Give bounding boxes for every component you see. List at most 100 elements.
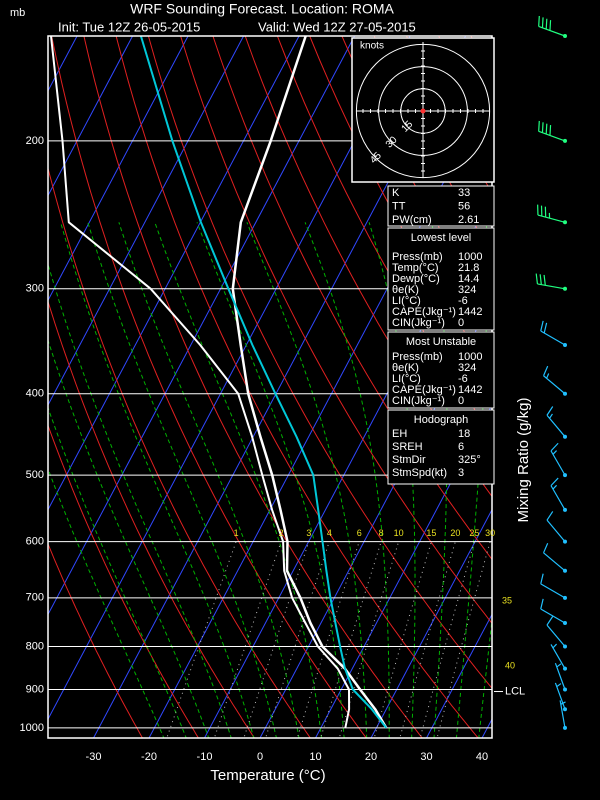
barb-shape [550,442,566,476]
mixing-ratio-line [399,541,456,738]
dry-adiabat [584,11,600,746]
hodo-ring [400,88,446,134]
index-value: 33 [458,187,470,199]
mixing-ratio-label: 30 [485,528,495,538]
mixing-ratio-label: 4 [327,528,332,538]
chart-title: WRF Sounding Forecast. Location: ROMA [130,1,394,17]
wind-barb [550,643,567,671]
x-tick-label: 40 [476,751,488,763]
barb-shape [542,542,566,572]
isotherm [48,36,134,197]
moist-adiabat [455,222,488,738]
index-label: Temp(°C) [392,262,439,274]
mixing-ratio-label: 25 [469,528,479,538]
hodo-center [420,108,426,114]
barb-shape [546,616,566,647]
barb-station [563,621,567,626]
barb-shape [542,365,566,395]
moist-adiabat-label: 40 [505,660,515,670]
mixing-ratio-label: 1 [234,528,239,538]
barb-station [563,539,567,544]
dry-adiabat [212,36,492,561]
barb-station [563,687,567,692]
index-header: Lowest level [411,232,472,244]
barb-station [563,434,567,439]
index-box [387,331,495,409]
index-label: PW(cm) [392,214,432,226]
isotherm [48,36,245,407]
barb-shape [537,204,566,223]
barb-station [563,286,567,291]
wind-barb [537,204,567,225]
index-label: LI(°C) [392,295,421,307]
index-label: LI(°C) [392,373,421,385]
mixing-ratio-label: 15 [426,528,436,538]
index-box [387,227,495,331]
y-tick-label: 300 [26,283,44,295]
mixing-ratio-label: 10 [394,528,404,538]
index-value: 324 [458,284,476,296]
barb-shape [540,598,566,624]
y-tick-label: 800 [26,640,44,652]
wind-barb [538,15,567,38]
plot-area [0,11,600,746]
barb-shape [546,406,566,438]
index-value: 0 [458,317,464,329]
hodo-title: knots [360,41,384,52]
index-label: θe(K) [392,284,419,296]
wind-barb [554,682,567,712]
y-tick-label: 1000 [20,722,44,734]
moist-adiabat-label: 35 [502,595,512,605]
dry-adiabat [48,423,200,738]
wind-barb [540,598,567,626]
barb-shape [554,682,566,710]
mixing-ratio-line [265,541,330,738]
isotherm [48,36,411,721]
mixing-ratio-line [436,541,491,738]
index-label: K [392,187,400,199]
x-tick-label: -10 [197,751,213,763]
barb-station [563,391,567,396]
index-value: 1000 [458,251,482,263]
index-label: CAPE(Jkg⁻¹) [392,306,456,318]
moist-adiabat [48,262,232,738]
wind-barb [554,662,567,692]
index-header: Most Unstable [406,336,476,348]
index-label: Press(mb) [392,251,443,263]
index-label: StmSpd(kt) [392,467,447,479]
dry-adiabat [490,11,600,746]
index-value: 3 [458,467,464,479]
wind-barb [540,573,567,600]
index-header: Hodograph [414,414,468,426]
dry-adiabat [115,36,479,738]
mixing-ratio-label: 8 [379,528,384,538]
index-box [387,185,495,227]
wind-barb [540,320,567,348]
index-value: 6 [458,441,464,453]
moist-adiabat [87,222,277,738]
index-value: 325° [458,454,481,466]
index-value: 18 [458,428,470,440]
barb-shape [540,573,566,599]
x-tick-label: 0 [257,751,263,763]
x-axis-label: Temperature (°C) [210,767,325,784]
index-label: θe(K) [392,362,419,374]
barb-shape [550,643,566,669]
dry-adiabat [83,36,423,738]
index-label: Press(mb) [392,351,443,363]
isotherm [48,36,300,511]
profile-line [139,36,388,729]
barb-station [563,34,567,38]
mixing-ratio-line [243,541,310,738]
barb-station [563,138,567,143]
mixing-ratio-line [373,541,432,738]
moist-adiabat [48,467,165,738]
moist-adiabat [368,222,416,738]
barb-shape [535,273,566,290]
index-label: CIN(Jkg⁻¹) [392,317,445,329]
index-label: TT [392,200,406,212]
isotherm [0,36,22,738]
index-label: SREH [392,441,423,453]
